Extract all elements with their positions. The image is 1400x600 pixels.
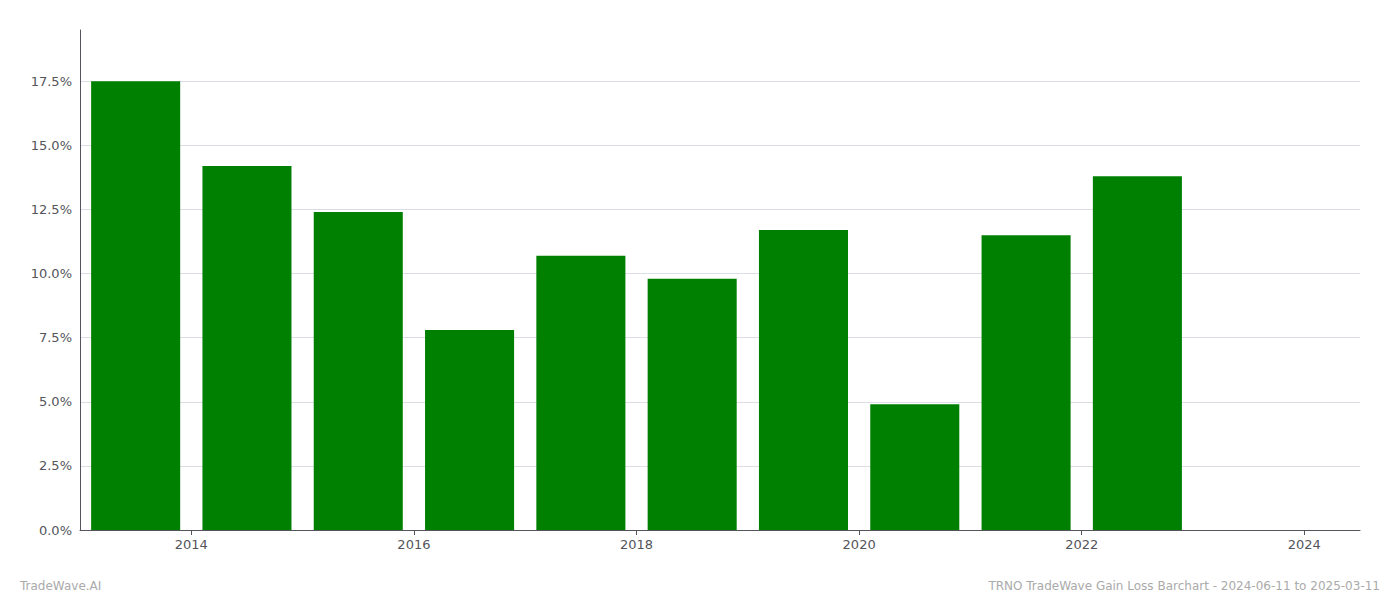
svg-text:TradeWave.AI: TradeWave.AI bbox=[19, 579, 101, 593]
svg-text:2.5%: 2.5% bbox=[39, 458, 72, 473]
svg-text:0.0%: 0.0% bbox=[39, 523, 72, 538]
svg-text:7.5%: 7.5% bbox=[39, 330, 72, 345]
svg-text:12.5%: 12.5% bbox=[31, 202, 72, 217]
svg-text:2024: 2024 bbox=[1288, 537, 1321, 552]
svg-text:2018: 2018 bbox=[620, 537, 653, 552]
svg-text:2020: 2020 bbox=[843, 537, 876, 552]
svg-text:17.5%: 17.5% bbox=[31, 74, 72, 89]
svg-text:15.0%: 15.0% bbox=[31, 138, 72, 153]
svg-text:2022: 2022 bbox=[1065, 537, 1098, 552]
svg-text:10.0%: 10.0% bbox=[31, 266, 72, 281]
svg-text:2014: 2014 bbox=[175, 537, 208, 552]
svg-text:5.0%: 5.0% bbox=[39, 394, 72, 409]
svg-text:2016: 2016 bbox=[397, 537, 430, 552]
svg-text:TRNO TradeWave Gain Loss Barch: TRNO TradeWave Gain Loss Barchart - 2024… bbox=[987, 579, 1380, 593]
